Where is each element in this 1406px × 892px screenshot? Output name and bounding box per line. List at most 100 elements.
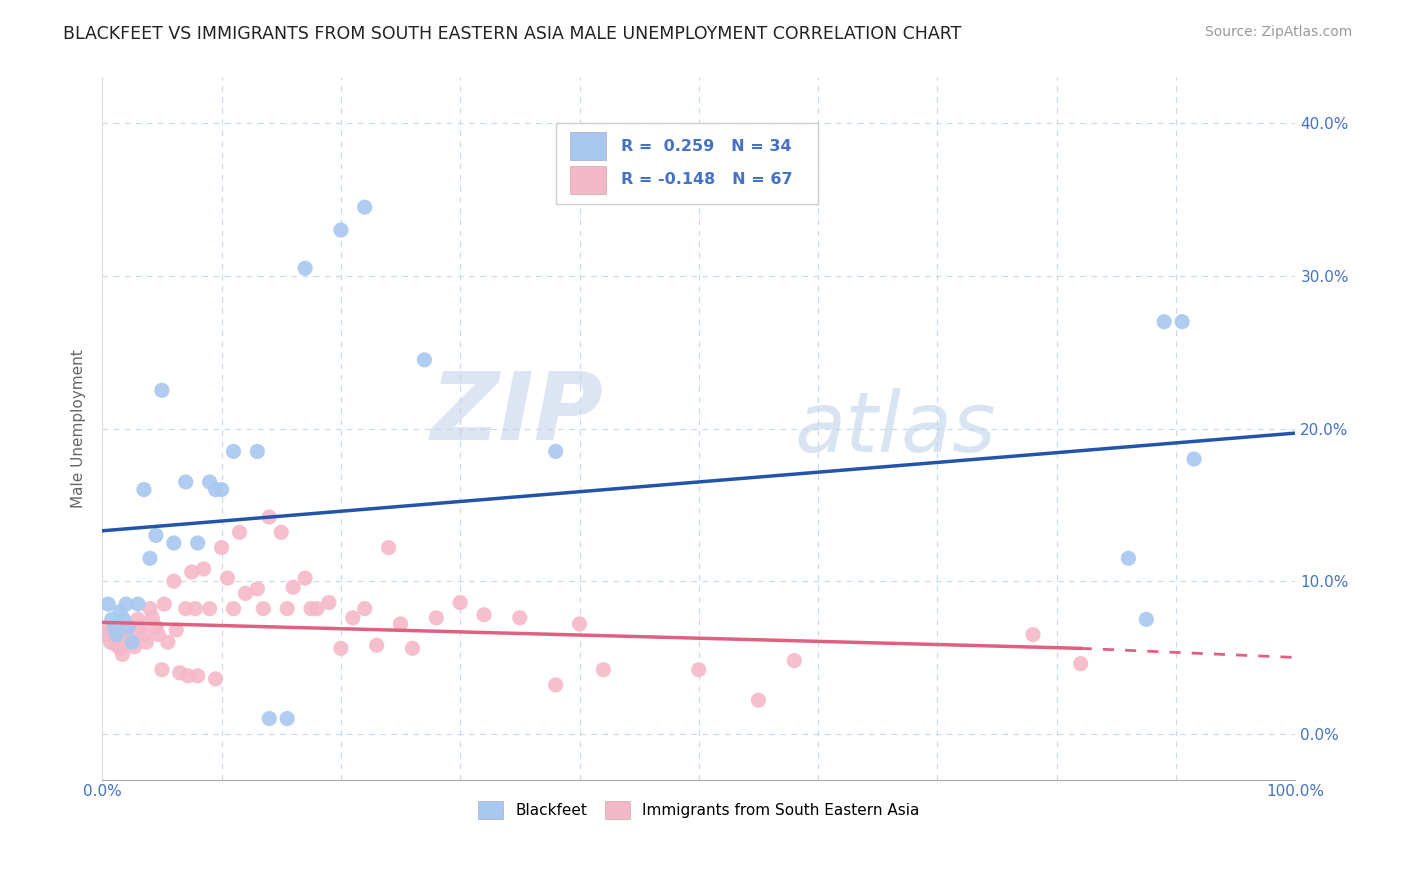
Legend: Blackfeet, Immigrants from South Eastern Asia: Blackfeet, Immigrants from South Eastern… [472, 795, 925, 824]
Point [97, 597, 120, 611]
Point [222, 601, 245, 615]
Point [228, 525, 250, 540]
Point [1070, 657, 1092, 671]
Point [180, 565, 202, 579]
Point [105, 638, 128, 652]
Point [472, 607, 495, 622]
Point [132, 483, 155, 497]
Point [281, 580, 304, 594]
Point [688, 663, 710, 677]
Point [127, 597, 149, 611]
Point [129, 620, 152, 634]
Text: ZIP: ZIP [430, 368, 603, 460]
Point [115, 623, 138, 637]
Point [174, 475, 197, 489]
Y-axis label: Male Unemployment: Male Unemployment [72, 349, 86, 508]
Point [217, 571, 239, 585]
Point [121, 635, 143, 649]
Text: Source: ZipAtlas.com: Source: ZipAtlas.com [1205, 25, 1353, 39]
Text: R = -0.148   N = 67: R = -0.148 N = 67 [621, 172, 793, 187]
Point [318, 595, 340, 609]
Point [187, 536, 209, 550]
Text: R =  0.259   N = 34: R = 0.259 N = 34 [621, 139, 792, 153]
Point [174, 601, 197, 615]
Point [132, 627, 155, 641]
Point [425, 611, 447, 625]
Point [97, 623, 120, 637]
Point [353, 200, 375, 214]
Point [135, 635, 157, 649]
Point [163, 536, 186, 550]
Point [145, 620, 167, 634]
Point [1153, 315, 1175, 329]
Point [377, 541, 399, 555]
Point [294, 571, 316, 585]
Point [747, 693, 769, 707]
Point [1171, 315, 1194, 329]
Point [449, 595, 471, 609]
Point [1118, 551, 1140, 566]
Point [193, 562, 215, 576]
Text: atlas: atlas [794, 388, 995, 469]
Point [299, 601, 322, 615]
Point [198, 475, 221, 489]
Point [294, 261, 316, 276]
Point [93, 627, 115, 641]
Point [100, 612, 122, 626]
Point [544, 444, 567, 458]
Point [115, 597, 138, 611]
Point [1135, 612, 1157, 626]
Point [139, 551, 162, 566]
Point [100, 635, 122, 649]
Point [389, 616, 412, 631]
Point [259, 510, 281, 524]
Point [121, 632, 143, 647]
Point [124, 640, 146, 654]
Point [139, 601, 162, 615]
Point [198, 601, 221, 615]
Point [401, 641, 423, 656]
Point [270, 525, 292, 540]
Point [148, 627, 170, 641]
Point [305, 601, 328, 615]
Point [342, 611, 364, 625]
Point [117, 620, 139, 634]
Point [353, 601, 375, 615]
Point [246, 444, 269, 458]
Point [592, 663, 614, 677]
Point [329, 641, 352, 656]
Point [156, 635, 179, 649]
FancyBboxPatch shape [569, 166, 606, 194]
Point [413, 352, 436, 367]
Point [127, 612, 149, 626]
Point [509, 611, 531, 625]
Point [235, 586, 257, 600]
Point [112, 612, 135, 626]
Point [169, 665, 191, 680]
Point [108, 641, 131, 656]
Point [108, 605, 131, 619]
Point [568, 616, 591, 631]
Point [246, 582, 269, 596]
Point [1182, 452, 1205, 467]
Point [117, 632, 139, 647]
Point [204, 672, 226, 686]
Point [204, 483, 226, 497]
Point [150, 663, 173, 677]
Point [103, 631, 125, 645]
Point [187, 669, 209, 683]
Point [211, 541, 233, 555]
Point [1022, 627, 1045, 641]
Point [184, 601, 207, 615]
Point [366, 638, 388, 652]
Point [276, 601, 298, 615]
Point [150, 384, 173, 398]
FancyBboxPatch shape [569, 132, 606, 161]
Point [153, 597, 176, 611]
Point [222, 444, 245, 458]
Point [252, 601, 274, 615]
Point [145, 528, 167, 542]
Point [105, 627, 128, 641]
Point [276, 712, 298, 726]
Text: BLACKFEET VS IMMIGRANTS FROM SOUTH EASTERN ASIA MALE UNEMPLOYMENT CORRELATION CH: BLACKFEET VS IMMIGRANTS FROM SOUTH EASTE… [63, 25, 962, 43]
